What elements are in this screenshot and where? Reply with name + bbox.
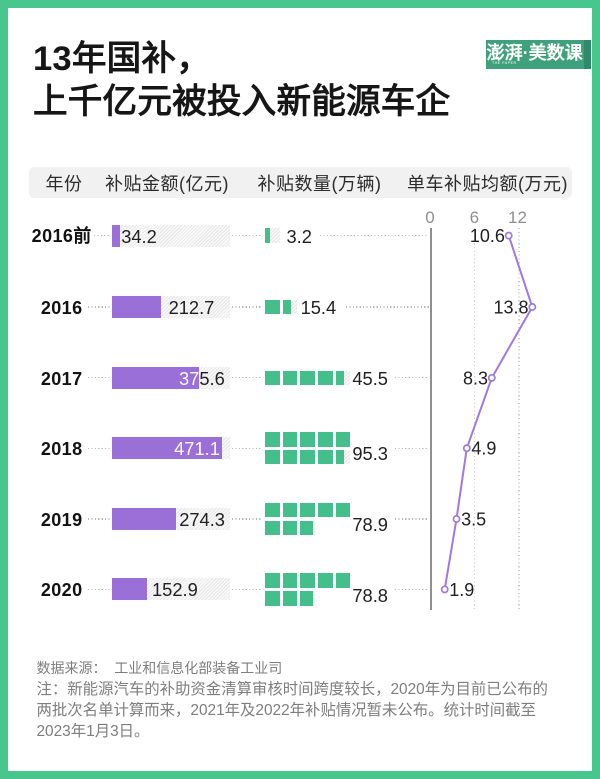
svg-text:13.8: 13.8 [493, 297, 528, 317]
svg-text:8.3: 8.3 [463, 368, 488, 388]
svg-text:10.6: 10.6 [470, 226, 505, 246]
svg-text:1.9: 1.9 [449, 580, 474, 600]
svg-text:3.5: 3.5 [461, 509, 486, 529]
svg-text:4.9: 4.9 [471, 439, 496, 459]
